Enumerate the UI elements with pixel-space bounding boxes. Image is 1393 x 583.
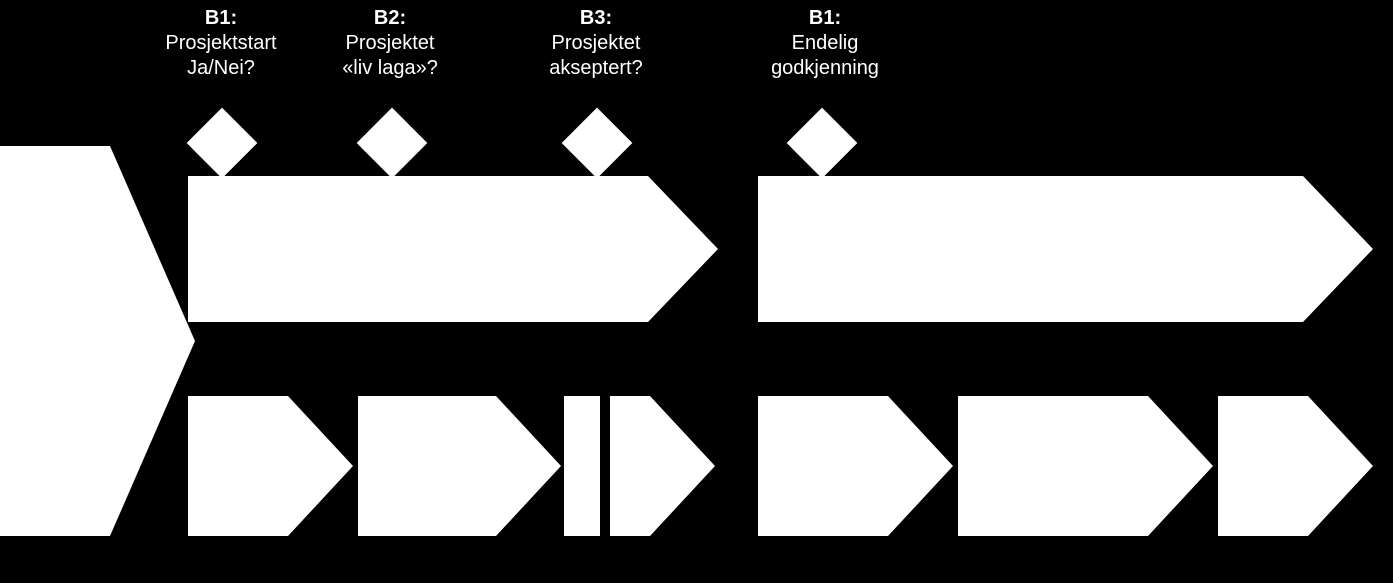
decision-line2: Ja/Nei? xyxy=(187,57,255,79)
phase-arrow-b6 xyxy=(1218,396,1373,536)
decision-code: B3: xyxy=(580,7,612,29)
decision-line1: Endelig xyxy=(792,32,859,54)
decision-line1: Prosjektet xyxy=(346,32,435,54)
phase-arrow-b3b xyxy=(610,396,715,536)
phase-arrow-b3a xyxy=(564,396,600,536)
phase-arrow-b4 xyxy=(758,396,953,536)
phase-arrow-top-2 xyxy=(758,176,1373,322)
decision-diamond-4 xyxy=(787,108,858,179)
decision-line2: akseptert? xyxy=(549,57,642,79)
decision-diamond-3 xyxy=(562,108,633,179)
decision-diamond-2 xyxy=(357,108,428,179)
decision-code: B1: xyxy=(205,7,237,29)
decision-line1: Prosjektstart xyxy=(165,32,276,54)
phase-arrow-lead xyxy=(0,146,195,536)
phase-arrow-b2 xyxy=(358,396,561,536)
decision-line2: godkjenning xyxy=(771,57,879,79)
decision-line1: Prosjektet xyxy=(552,32,641,54)
decision-label-2: B2: Prosjektet «liv laga»? xyxy=(310,6,470,81)
decision-line2: «liv laga»? xyxy=(342,57,438,79)
phase-arrow-b1 xyxy=(188,396,353,536)
decision-diamond-1 xyxy=(187,108,258,179)
decision-label-3: B3: Prosjektet akseptert? xyxy=(516,6,676,81)
decision-label-1: B1: Prosjektstart Ja/Nei? xyxy=(136,6,306,81)
phase-arrow-top-1 xyxy=(188,176,718,322)
decision-label-4: B1: Endelig godkjenning xyxy=(740,6,910,81)
decision-code: B1: xyxy=(809,7,841,29)
decision-code: B2: xyxy=(374,7,406,29)
phase-arrow-b5 xyxy=(958,396,1213,536)
